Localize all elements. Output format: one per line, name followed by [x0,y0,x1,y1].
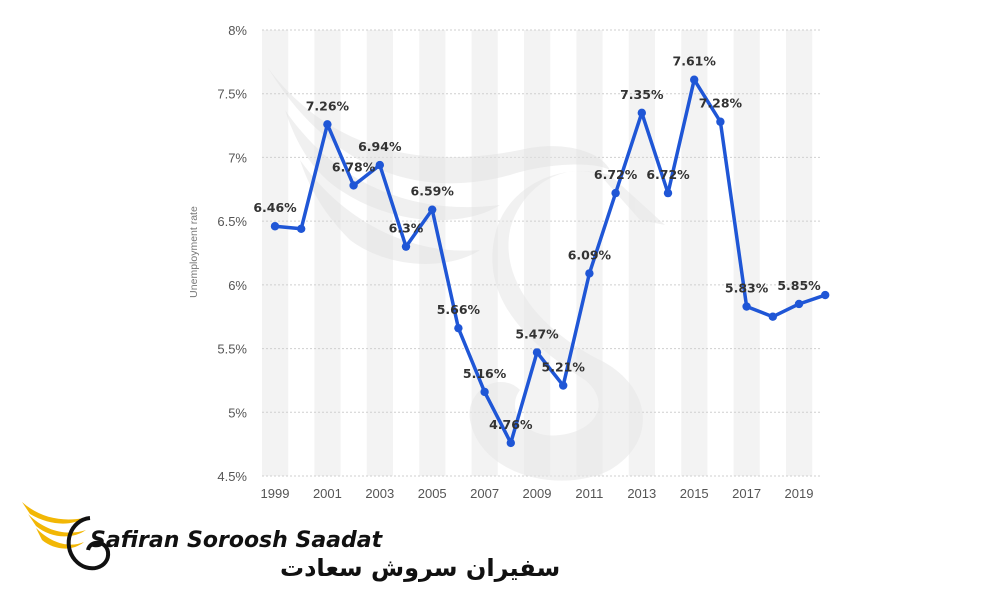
y-tick-label: 7% [228,150,247,165]
data-point [611,188,620,198]
x-tick-label: 2003 [365,486,394,501]
data-label: 7.26% [306,98,350,113]
data-point [297,224,306,233]
data-point [506,438,515,448]
data-label: 4.76% [489,417,533,432]
x-axis: 1999 2001 2003 2005 2007 2009 2011 2013 2015 2017… [261,486,814,501]
x-tick-label: 2005 [418,486,447,501]
y-axis-label: Unemployment rate [188,206,200,298]
series-points [270,75,830,448]
data-point [716,117,725,126]
data-point [349,181,358,190]
data-label: 7.28% [699,96,743,111]
data-label: 5.83% [725,281,769,296]
data-label: 6.78% [332,159,376,174]
company-logo: Safiran Soroosh Saadat سفیران سروش سعادت [22,502,560,582]
data-label: 6.59% [411,184,455,199]
y-tick-label: 8% [228,23,247,38]
x-tick-label: 2001 [313,486,342,501]
x-tick-label: 2007 [470,486,499,501]
y-tick-label: 4.5% [217,469,247,484]
data-label: 6.09% [568,247,612,262]
data-label: 6.72% [594,167,638,182]
data-point [794,299,804,309]
data-point [585,269,594,278]
data-label: 7.61% [673,54,717,69]
y-tick-label: 5.5% [217,342,247,357]
series-line-path [274,77,826,445]
data-label: 5.16% [463,366,507,381]
column-band [262,30,289,476]
data-label: 5.85% [777,278,821,293]
data-label: 5.66% [437,302,481,317]
data-point [690,75,699,84]
y-tick-label: 6% [228,278,247,293]
column-band [314,30,341,476]
brand-name-en: Safiran Soroosh Saadat [90,528,384,553]
data-point [270,222,280,231]
data-point [532,348,542,357]
data-point [454,323,463,333]
brand-name-fa: سفیران سروش سعادت [280,554,560,582]
x-tick-label: 2013 [627,486,656,501]
data-label: 5.21% [542,360,586,375]
column-band [681,30,708,476]
y-axis: 4.5% 5% 5.5% 6% 6.5% 7% 7.5% 8% [217,23,247,484]
data-label: 6.94% [358,139,402,154]
data-labels: 6.46% 7.26% 6.78% 6.94% 6.3% 6.59% 5.66% 5.16% 4… [253,54,821,432]
data-point [559,381,568,390]
column-band [576,30,603,476]
data-point [401,242,411,251]
data-point [375,160,384,170]
x-tick-label: 2017 [732,486,761,501]
data-point [480,387,489,397]
data-label: 5.47% [515,326,559,341]
x-tick-label: 1999 [261,486,290,501]
column-band [786,30,813,476]
data-point [428,205,437,214]
data-point [663,188,673,198]
data-label: 7.35% [620,87,664,102]
series-line [274,77,826,445]
y-tick-label: 6.5% [217,214,247,229]
watermark-logo [268,68,665,481]
logo-swirl-icon [66,516,111,571]
x-tick-label: 2009 [523,486,552,501]
logo-wing-icon [22,502,86,549]
column-band [524,30,551,476]
data-point [637,108,646,118]
x-tick-label: 2019 [785,486,814,501]
data-label: 6.46% [253,200,297,215]
data-point [821,290,830,300]
data-point [323,120,332,129]
x-tick-label: 2015 [680,486,709,501]
data-point [742,302,751,311]
data-label: 6.72% [646,167,690,182]
y-tick-label: 5% [228,405,247,420]
data-point [768,312,777,321]
x-tick-label: 2011 [575,486,603,501]
data-label: 6.3% [389,221,424,236]
y-tick-label: 7.5% [217,87,247,102]
